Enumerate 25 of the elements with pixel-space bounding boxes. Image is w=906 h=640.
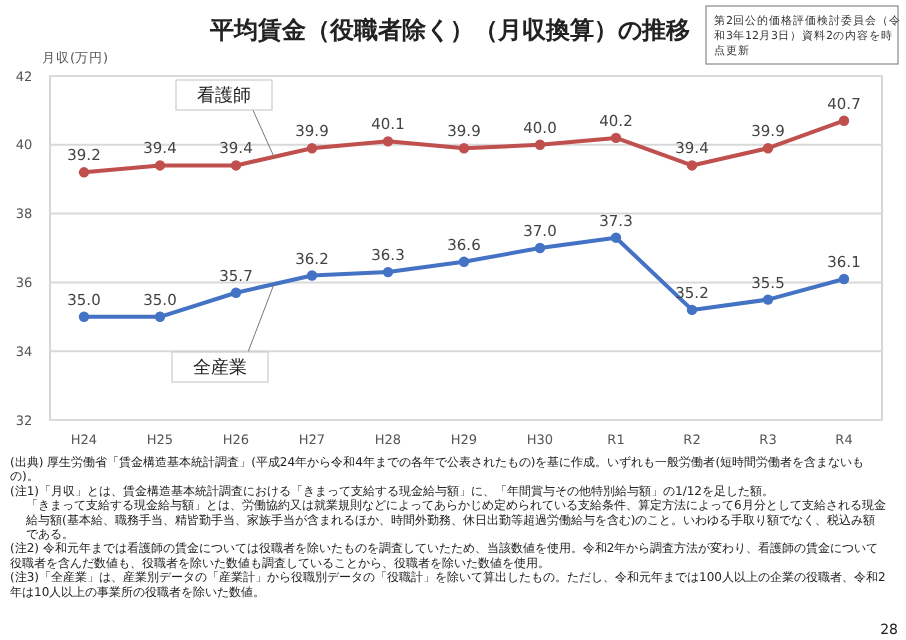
point xyxy=(458,143,470,154)
point xyxy=(230,160,242,171)
point xyxy=(458,256,470,267)
point xyxy=(306,143,318,154)
point xyxy=(534,242,546,254)
point xyxy=(382,136,394,147)
point xyxy=(686,304,698,316)
point xyxy=(686,160,698,171)
point xyxy=(762,294,774,305)
point xyxy=(78,311,90,322)
point xyxy=(154,311,166,322)
text: 看護師 xyxy=(197,85,251,107)
point xyxy=(610,232,622,243)
point xyxy=(610,132,622,144)
point xyxy=(534,139,546,150)
point xyxy=(230,287,242,298)
point xyxy=(382,266,394,278)
point xyxy=(306,270,318,281)
text: 全産業 xyxy=(193,357,247,379)
point xyxy=(154,160,166,171)
point xyxy=(762,143,774,154)
point xyxy=(838,115,850,126)
point xyxy=(838,273,850,285)
chart-title: 平均賃金（役職者除く）（月収換算）の推移 xyxy=(208,16,690,44)
point xyxy=(78,167,90,178)
